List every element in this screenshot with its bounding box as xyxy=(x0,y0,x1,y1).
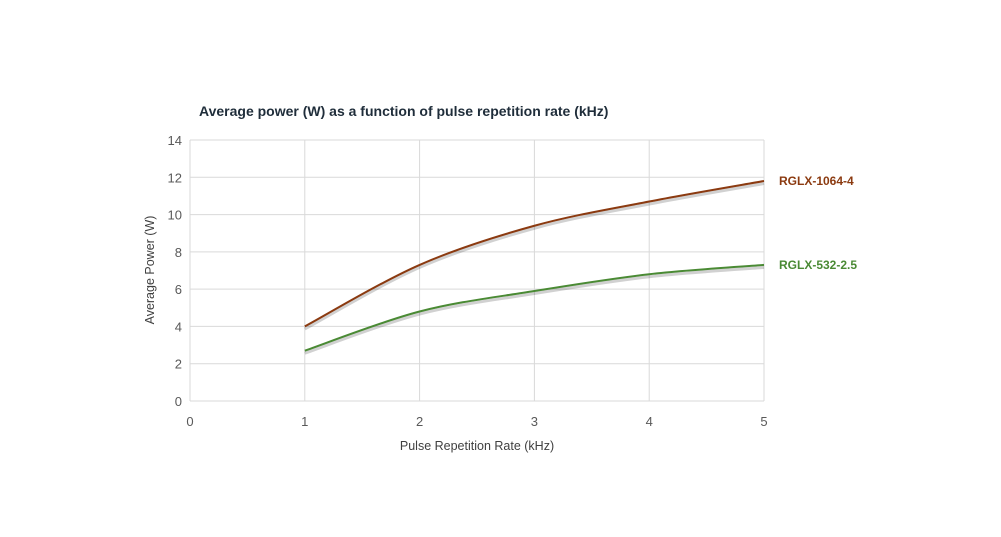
series-group: RGLX-1064-4 RGLX-532-2.5 xyxy=(304,174,857,355)
y-tick-label: 14 xyxy=(168,133,182,148)
x-tick-label: 4 xyxy=(646,414,653,429)
x-tick-label: 5 xyxy=(760,414,767,429)
x-tick-label: 1 xyxy=(301,414,308,429)
y-tick-label: 4 xyxy=(175,319,182,334)
grid xyxy=(189,139,765,402)
y-tick-label: 2 xyxy=(175,357,182,372)
y-tick-label: 6 xyxy=(175,282,182,297)
series-label-2: RGLX-532-2.5 xyxy=(779,258,857,272)
series-line-shadow xyxy=(304,265,765,355)
x-tick-label: 0 xyxy=(186,414,193,429)
x-tick-label: 3 xyxy=(531,414,538,429)
chart-title: Average power (W) as a function of pulse… xyxy=(199,103,608,119)
y-tick-label: 0 xyxy=(175,394,182,409)
y-tick-label: 10 xyxy=(168,208,182,223)
y-tick-label: 12 xyxy=(168,170,182,185)
y-axis-label: Average Power (W) xyxy=(143,216,157,325)
y-tick-label: 8 xyxy=(175,245,182,260)
series-label-1: RGLX-1064-4 xyxy=(779,174,854,188)
y-axis-ticks: 0 2 4 6 8 10 12 14 xyxy=(168,133,182,409)
x-axis-label: Pulse Repetition Rate (kHz) xyxy=(400,439,554,453)
series-line-1 xyxy=(304,180,765,328)
series-line-shadow xyxy=(304,182,765,331)
x-tick-label: 2 xyxy=(416,414,423,429)
series-line-2 xyxy=(304,263,765,352)
x-axis-ticks: 0 1 2 3 4 5 xyxy=(186,414,767,429)
